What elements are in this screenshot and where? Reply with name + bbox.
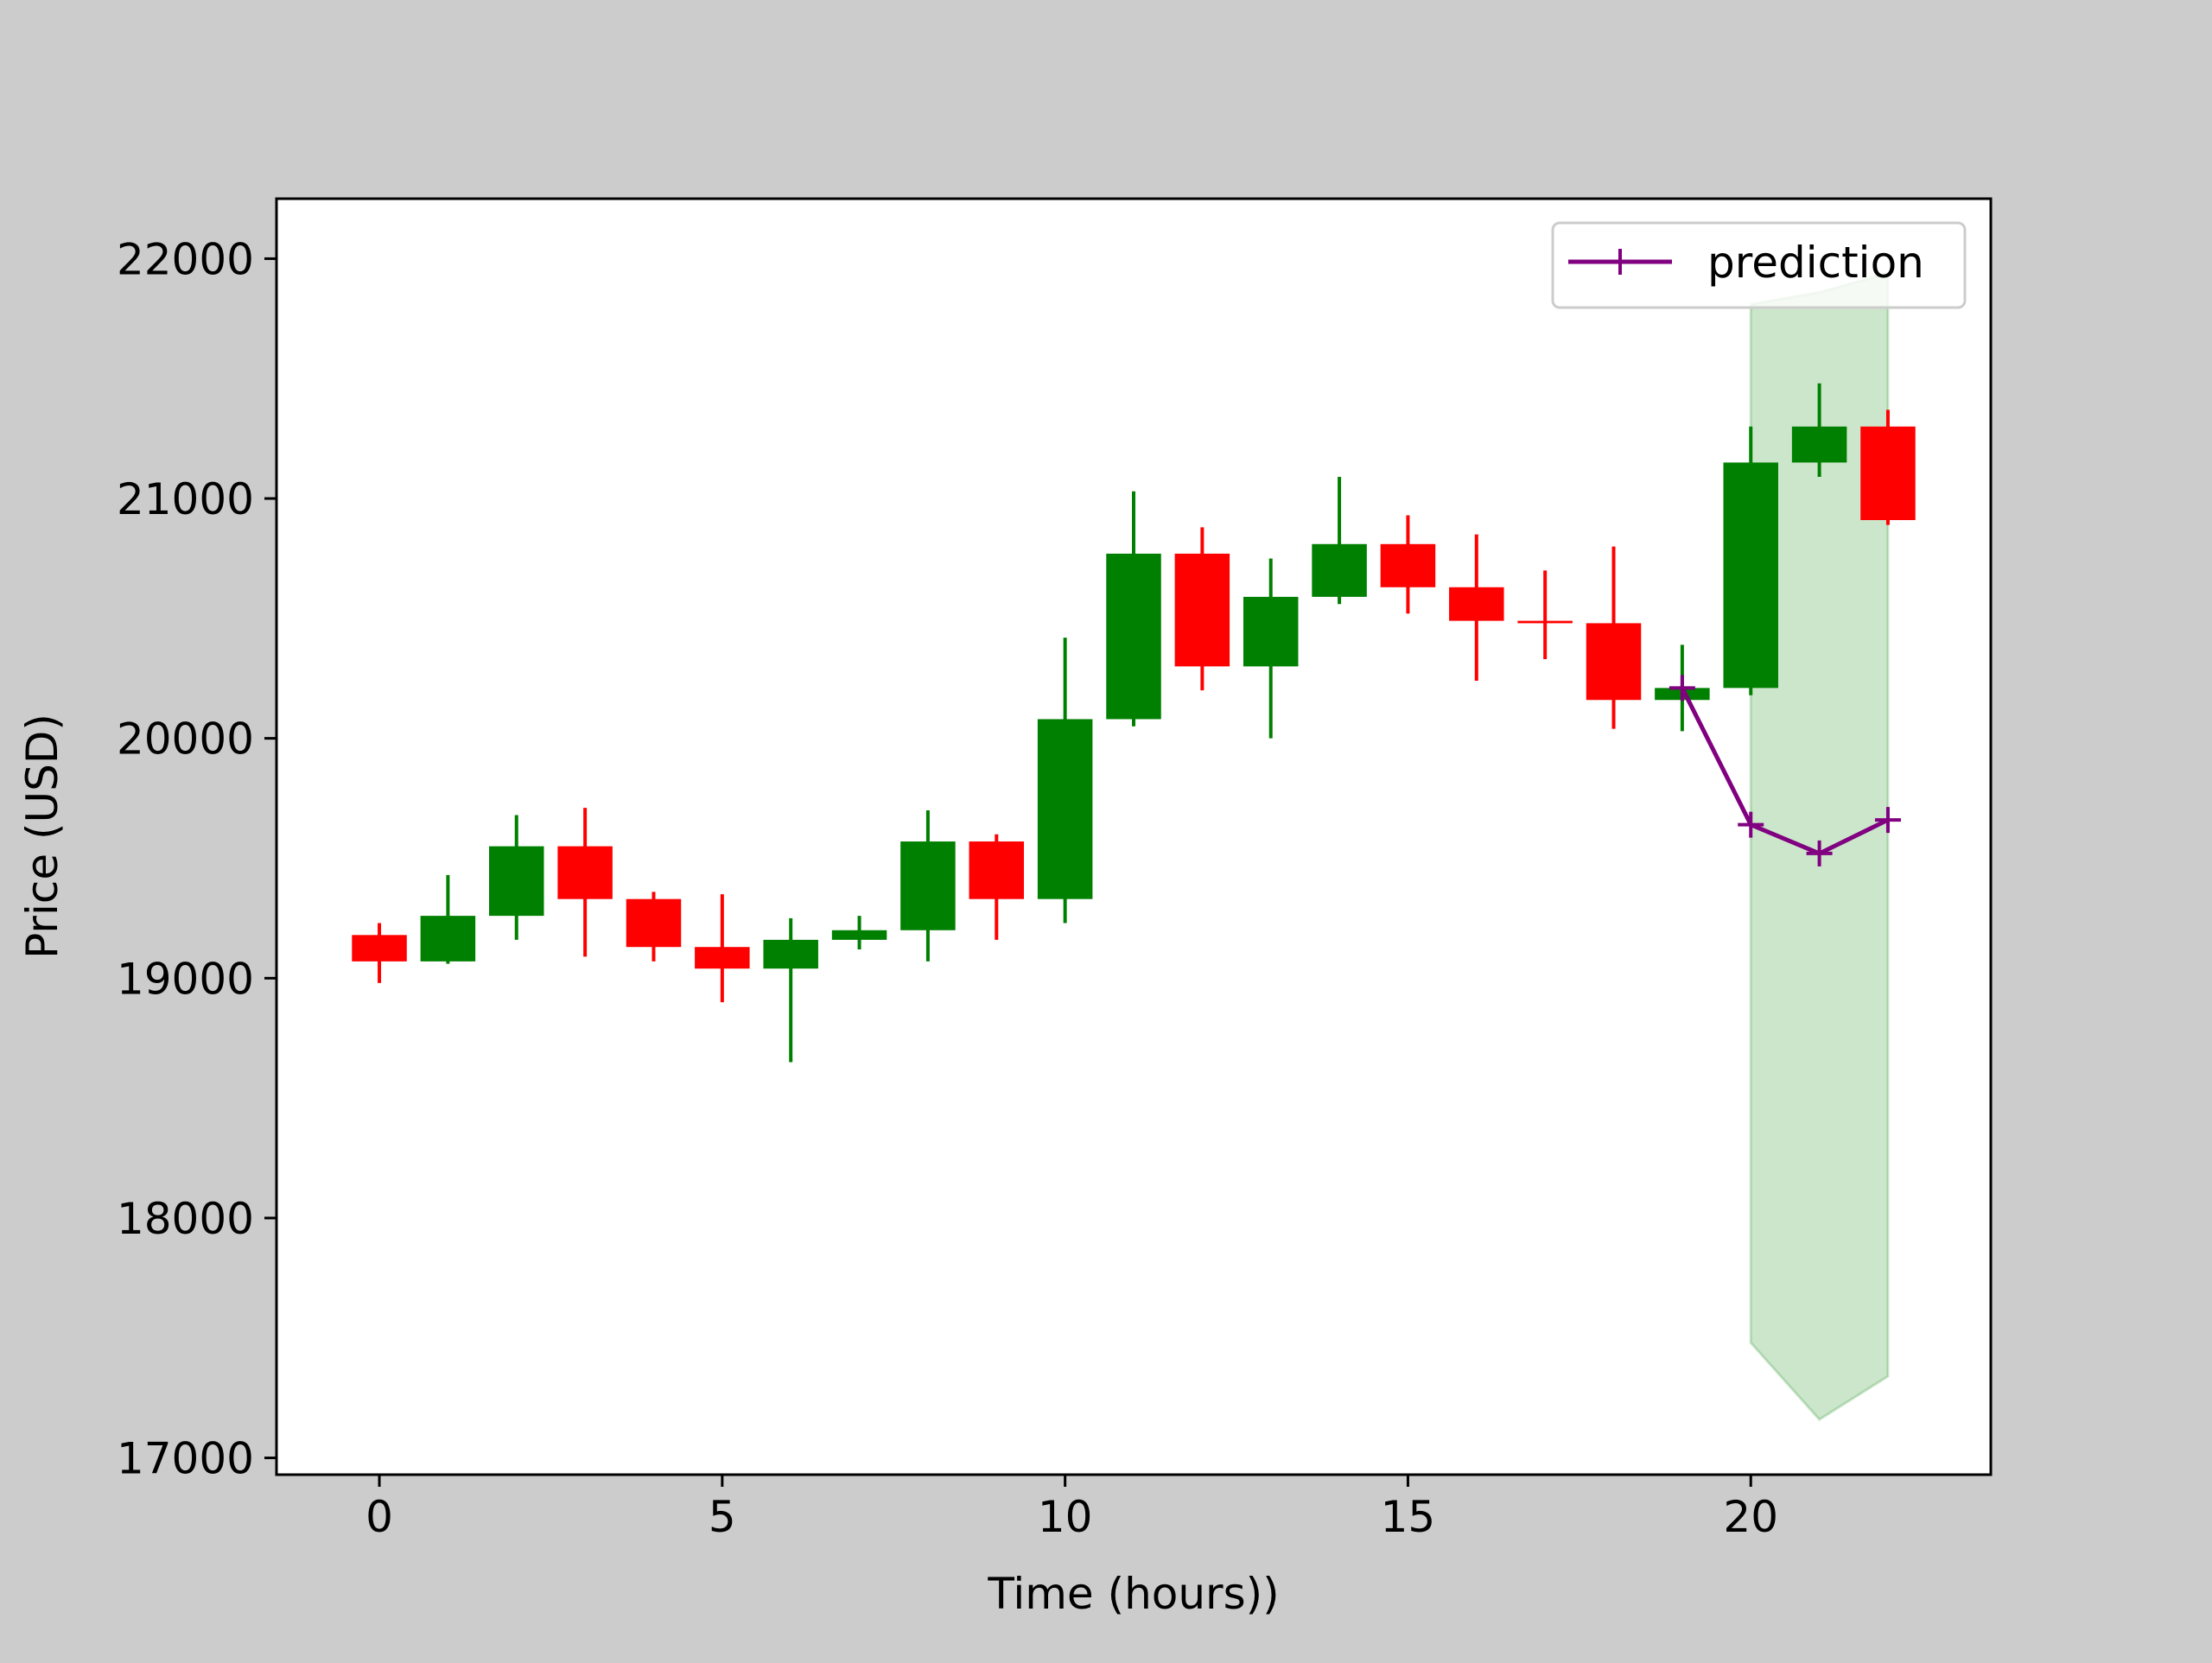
- prediction-line-layer: [1669, 675, 1901, 866]
- candle-body: [831, 930, 887, 940]
- candle-body: [1517, 620, 1573, 624]
- legend: prediction: [1551, 221, 1967, 309]
- candle-body: [1860, 426, 1916, 521]
- plot-area: [276, 199, 1991, 1475]
- candle: [900, 809, 956, 962]
- candle-body: [969, 841, 1025, 899]
- candle: [1860, 409, 1916, 525]
- candle-body: [1243, 596, 1299, 667]
- candle: [1517, 570, 1573, 660]
- candle: [626, 892, 682, 962]
- candle: [1174, 527, 1230, 691]
- candle: [763, 917, 818, 1063]
- candle-body: [1791, 426, 1847, 463]
- prediction-point: [1738, 811, 1764, 838]
- y-tick-label: 22000: [117, 234, 254, 284]
- candle: [1791, 383, 1847, 478]
- x-tick-label: 15: [1381, 1492, 1436, 1542]
- candle-body: [1037, 719, 1093, 899]
- legend-box: [1551, 221, 1967, 309]
- candle: [557, 808, 613, 957]
- candle-body: [1106, 553, 1161, 720]
- candle-body: [557, 846, 613, 899]
- candle-body: [420, 916, 476, 962]
- candle: [1449, 534, 1504, 682]
- x-tick-label: 20: [1723, 1492, 1778, 1542]
- candle-body: [1380, 543, 1436, 587]
- candle: [969, 834, 1025, 940]
- candle-body: [1723, 462, 1778, 689]
- candle-body: [1312, 543, 1367, 597]
- prediction-line: [1680, 687, 1890, 856]
- legend-prediction-marker: [1607, 249, 1633, 275]
- candle: [1723, 426, 1778, 695]
- candle: [695, 894, 750, 1003]
- y-tick-label: 18000: [117, 1194, 254, 1244]
- candle-body: [1449, 587, 1504, 621]
- y-tick-label: 19000: [117, 954, 254, 1004]
- candle: [1106, 491, 1161, 727]
- y-tick-label: 17000: [117, 1434, 254, 1484]
- x-tick-label: 10: [1038, 1492, 1093, 1542]
- x-tick-label: 5: [709, 1492, 736, 1542]
- prediction-point: [1669, 675, 1695, 701]
- candle-body: [489, 846, 544, 917]
- candle: [420, 874, 476, 964]
- x-axis-ticks: 0 5 10 15 20: [365, 1475, 1778, 1542]
- prediction-point: [1806, 840, 1833, 866]
- plot-frame: [275, 197, 1993, 1476]
- legend-prediction-label: prediction: [1707, 238, 1924, 288]
- x-axis-label: Time (hours)): [987, 1569, 1279, 1619]
- candle-body: [1174, 553, 1230, 667]
- candle: [1312, 477, 1367, 605]
- candle: [489, 815, 544, 940]
- y-axis-ticks: 17000 18000 19000 20000 21000 22000: [117, 234, 276, 1484]
- candle-body: [1586, 623, 1642, 701]
- candle-body: [695, 947, 750, 969]
- x-tick-label: 0: [365, 1492, 393, 1542]
- candle-body: [626, 898, 682, 948]
- candle: [1586, 546, 1642, 729]
- candle: [1243, 558, 1299, 739]
- y-tick-label: 21000: [117, 474, 254, 524]
- y-tick-label: 20000: [117, 714, 254, 765]
- y-axis-label: Price (USD): [17, 714, 67, 959]
- candle: [1380, 515, 1436, 614]
- candle: [352, 923, 407, 983]
- candle-body: [352, 935, 407, 962]
- candle: [831, 916, 887, 949]
- candle-body: [900, 841, 956, 930]
- candle: [1037, 638, 1093, 924]
- candle-body: [763, 939, 818, 969]
- prediction-point: [1874, 807, 1901, 834]
